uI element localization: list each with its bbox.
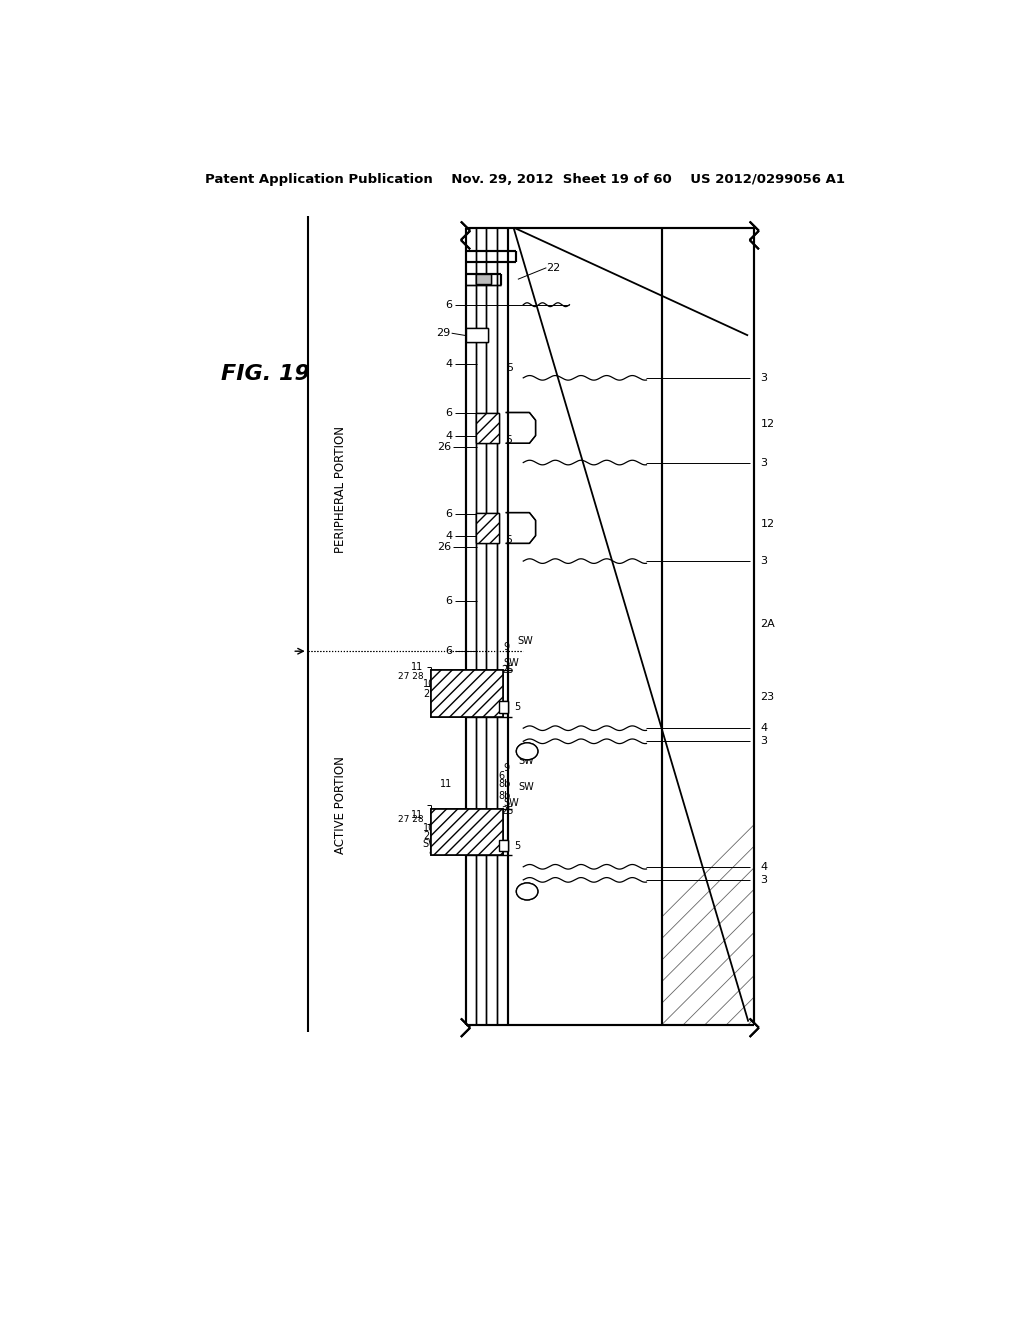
Bar xyxy=(662,227,755,1024)
Text: SW: SW xyxy=(518,783,535,792)
Text: 11: 11 xyxy=(411,661,423,672)
Text: 4: 4 xyxy=(445,430,453,441)
Bar xyxy=(475,275,490,284)
Bar xyxy=(466,327,487,342)
Bar xyxy=(475,413,499,444)
Bar xyxy=(466,327,487,342)
Text: 9: 9 xyxy=(503,763,509,774)
Bar xyxy=(499,840,508,851)
Text: 27 28: 27 28 xyxy=(397,814,423,824)
Bar xyxy=(431,671,503,717)
Text: 5: 5 xyxy=(506,363,513,372)
Text: 6: 6 xyxy=(445,408,453,417)
Text: 10: 10 xyxy=(423,822,435,833)
Text: SW: SW xyxy=(517,636,532,647)
Ellipse shape xyxy=(516,743,538,760)
Text: 12: 12 xyxy=(761,418,774,429)
Text: 3: 3 xyxy=(761,737,767,746)
Text: 3: 3 xyxy=(761,372,767,383)
Text: SW: SW xyxy=(503,797,519,808)
Text: 25: 25 xyxy=(423,832,435,841)
Text: 4: 4 xyxy=(445,532,453,541)
Text: 5: 5 xyxy=(514,702,520,713)
Text: 11: 11 xyxy=(440,779,453,788)
Text: Patent Application Publication    Nov. 29, 2012  Sheet 19 of 60    US 2012/02990: Patent Application Publication Nov. 29, … xyxy=(205,173,845,186)
Text: 8b: 8b xyxy=(499,791,511,801)
Text: 4: 4 xyxy=(445,359,453,370)
Ellipse shape xyxy=(516,743,538,760)
Ellipse shape xyxy=(516,883,538,900)
Text: SW: SW xyxy=(503,657,519,668)
Bar xyxy=(475,275,490,284)
Text: SW: SW xyxy=(518,756,535,767)
Text: 5: 5 xyxy=(505,536,512,545)
Bar xyxy=(499,701,508,713)
Text: 23: 23 xyxy=(761,693,774,702)
Text: 25: 25 xyxy=(501,807,513,816)
Bar xyxy=(431,809,503,855)
Text: 6: 6 xyxy=(445,300,453,310)
Text: 27 28: 27 28 xyxy=(397,672,423,681)
Text: 3: 3 xyxy=(761,458,767,467)
Text: 5: 5 xyxy=(505,436,512,445)
Text: 5: 5 xyxy=(514,841,520,851)
Text: 22: 22 xyxy=(547,263,560,273)
Bar xyxy=(499,701,508,713)
Bar xyxy=(508,227,662,1024)
Text: 10: 10 xyxy=(423,680,435,689)
Text: 26: 26 xyxy=(437,442,451,453)
Text: 8b: 8b xyxy=(428,847,441,857)
Text: 6: 6 xyxy=(445,510,453,519)
Text: 2A: 2A xyxy=(761,619,775,630)
Text: SW: SW xyxy=(423,838,438,849)
Text: 11: 11 xyxy=(411,810,423,820)
Text: 6: 6 xyxy=(445,647,453,656)
Text: 8b: 8b xyxy=(499,779,511,789)
Text: 26: 26 xyxy=(437,543,451,552)
Text: 9: 9 xyxy=(503,642,509,652)
Bar xyxy=(475,512,499,544)
Text: PERIPHERAL PORTION: PERIPHERAL PORTION xyxy=(334,426,346,553)
Text: 4: 4 xyxy=(761,723,768,733)
Text: 29: 29 xyxy=(436,329,451,338)
Bar xyxy=(475,512,499,544)
Text: FIG. 19: FIG. 19 xyxy=(221,364,310,384)
Bar xyxy=(431,809,503,855)
Bar xyxy=(431,671,503,717)
Text: 3: 3 xyxy=(761,875,767,884)
Text: 3: 3 xyxy=(761,556,767,566)
Bar xyxy=(475,413,499,444)
Text: 6: 6 xyxy=(499,771,505,781)
Text: 25: 25 xyxy=(501,665,513,676)
Text: 4: 4 xyxy=(761,862,768,871)
Text: 12: 12 xyxy=(761,519,774,529)
Ellipse shape xyxy=(516,883,538,900)
Text: ACTIVE PORTION: ACTIVE PORTION xyxy=(334,756,346,854)
Bar xyxy=(499,840,508,851)
Text: 6: 6 xyxy=(445,597,453,606)
Text: 25: 25 xyxy=(423,689,435,698)
